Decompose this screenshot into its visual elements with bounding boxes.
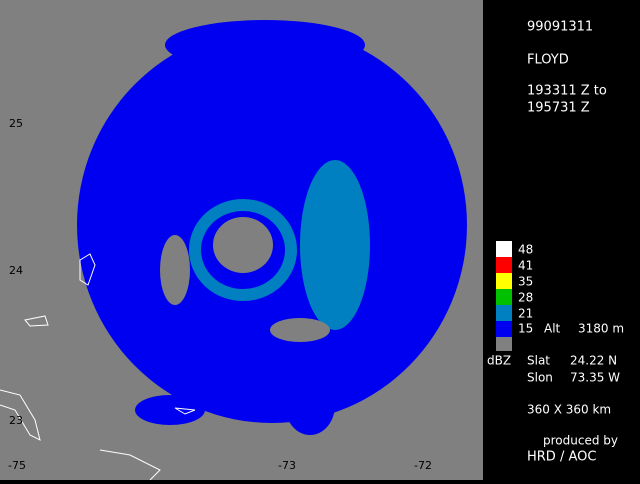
- time-to: 195731 Z: [527, 101, 590, 116]
- date: 99091311: [527, 20, 593, 35]
- swatch: [496, 289, 512, 305]
- level: 35: [518, 275, 533, 289]
- x-label: -72: [414, 459, 432, 472]
- level: 15: [518, 322, 533, 336]
- swatch: [496, 321, 512, 337]
- storm-name: FLOYD: [527, 53, 569, 68]
- y-label: 24: [9, 264, 23, 277]
- legend: 48 41 35 28 21 15 Alt 3180 m dBZ: [487, 241, 624, 368]
- level: 21: [518, 307, 533, 321]
- slat-value: 24.22 N: [570, 354, 617, 368]
- swatch: [496, 241, 512, 257]
- alt-value: 3180 m: [578, 322, 624, 336]
- level: 28: [518, 291, 533, 305]
- x-label: -75: [8, 459, 26, 472]
- organization: HRD / AOC: [527, 450, 596, 465]
- swatch: [496, 337, 512, 351]
- swatch: [496, 305, 512, 321]
- radar-echo: [77, 20, 467, 435]
- swatch: [496, 257, 512, 273]
- level: 41: [518, 259, 533, 273]
- time-from: 193311 Z to: [527, 84, 607, 99]
- coastlines: [0, 253, 196, 481]
- y-label: 23: [9, 414, 23, 427]
- y-label: 25: [9, 117, 23, 130]
- slat-label: Slat: [527, 354, 550, 368]
- produced-by: produced by: [543, 434, 618, 448]
- x-label: -73: [278, 459, 296, 472]
- alt-label: Alt: [544, 322, 561, 336]
- swatch: [496, 273, 512, 289]
- domain-size: 360 X 360 km: [527, 403, 611, 417]
- slon-label: Slon: [527, 371, 553, 385]
- level: 48: [518, 243, 533, 257]
- slon-value: 73.35 W: [570, 371, 620, 385]
- unit: dBZ: [487, 354, 511, 368]
